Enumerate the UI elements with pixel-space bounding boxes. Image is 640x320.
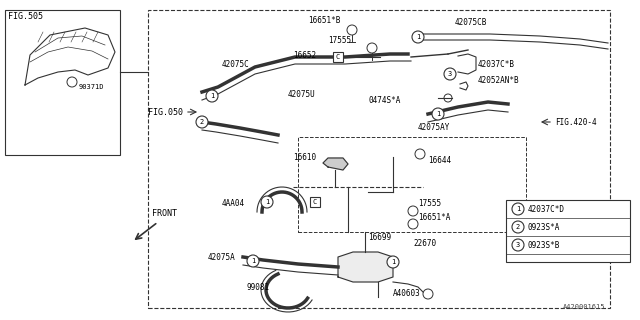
Text: 17555: 17555 bbox=[418, 199, 441, 209]
Text: 16651*A: 16651*A bbox=[418, 213, 451, 222]
Circle shape bbox=[387, 256, 399, 268]
Text: C: C bbox=[336, 54, 340, 60]
Text: 1: 1 bbox=[391, 259, 395, 265]
Polygon shape bbox=[323, 158, 348, 170]
Bar bbox=[298, 137, 526, 232]
Text: FRONT: FRONT bbox=[152, 210, 177, 219]
Circle shape bbox=[247, 255, 259, 267]
Text: FIG.050: FIG.050 bbox=[148, 108, 183, 116]
Text: 16644: 16644 bbox=[428, 156, 451, 164]
Text: 1: 1 bbox=[436, 111, 440, 117]
Text: 1: 1 bbox=[265, 199, 269, 205]
Text: 3: 3 bbox=[516, 242, 520, 248]
Text: 42037C*B: 42037C*B bbox=[478, 60, 515, 68]
Text: 99081: 99081 bbox=[246, 283, 269, 292]
Bar bbox=[333, 52, 343, 62]
Circle shape bbox=[512, 239, 524, 251]
Text: 16610: 16610 bbox=[293, 153, 316, 162]
Text: 0474S*A: 0474S*A bbox=[368, 95, 401, 105]
Text: 16699: 16699 bbox=[368, 233, 391, 242]
Text: 42075CB: 42075CB bbox=[455, 18, 488, 27]
Text: 1: 1 bbox=[516, 206, 520, 212]
Text: 1: 1 bbox=[251, 258, 255, 264]
Circle shape bbox=[512, 203, 524, 215]
Circle shape bbox=[206, 90, 218, 102]
Text: 1: 1 bbox=[416, 34, 420, 40]
Bar bbox=[506, 200, 630, 262]
Text: 42075C: 42075C bbox=[222, 60, 250, 68]
Text: 4AA04: 4AA04 bbox=[222, 199, 245, 209]
Text: 42075A: 42075A bbox=[208, 252, 236, 261]
Text: 2: 2 bbox=[200, 119, 204, 125]
Text: 42075U: 42075U bbox=[288, 90, 316, 99]
Text: 22670: 22670 bbox=[413, 239, 436, 249]
Text: 16652: 16652 bbox=[293, 51, 316, 60]
Text: 42037C*D: 42037C*D bbox=[528, 204, 565, 213]
Text: FIG.420-4: FIG.420-4 bbox=[555, 117, 596, 126]
Bar bbox=[148, 10, 610, 308]
Text: A40603: A40603 bbox=[393, 290, 420, 299]
Bar bbox=[5, 10, 120, 155]
Text: FIG.505: FIG.505 bbox=[8, 12, 43, 20]
Text: 42075AY: 42075AY bbox=[418, 123, 451, 132]
Circle shape bbox=[512, 221, 524, 233]
Circle shape bbox=[444, 68, 456, 80]
Bar bbox=[310, 197, 320, 207]
Polygon shape bbox=[338, 252, 393, 282]
Text: C: C bbox=[313, 199, 317, 205]
Text: 42052AN*B: 42052AN*B bbox=[478, 76, 520, 84]
Text: 16651*B: 16651*B bbox=[308, 15, 340, 25]
Text: 1: 1 bbox=[210, 93, 214, 99]
Text: 2: 2 bbox=[516, 224, 520, 230]
Circle shape bbox=[196, 116, 208, 128]
Text: 17555: 17555 bbox=[328, 36, 351, 44]
Circle shape bbox=[412, 31, 424, 43]
Text: 0923S*A: 0923S*A bbox=[528, 222, 561, 231]
Circle shape bbox=[432, 108, 444, 120]
Text: 90371D: 90371D bbox=[79, 84, 104, 90]
Text: 3: 3 bbox=[448, 71, 452, 77]
Text: 0923S*B: 0923S*B bbox=[528, 241, 561, 250]
Circle shape bbox=[261, 196, 273, 208]
Text: A420001615: A420001615 bbox=[563, 304, 605, 310]
